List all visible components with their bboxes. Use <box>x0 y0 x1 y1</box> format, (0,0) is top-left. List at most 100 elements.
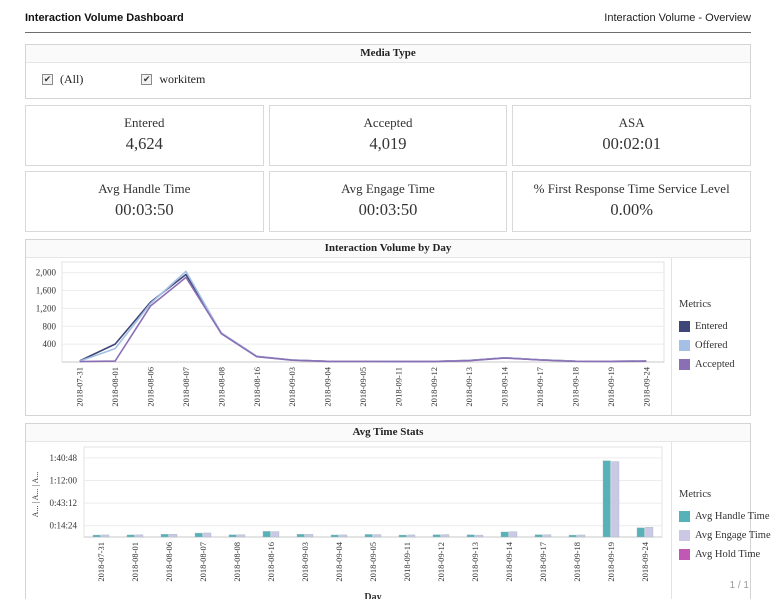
line-chart-plot[interactable]: 400 800 1,200 1,600 2,000 2018-07-31 2018-08-0… <box>26 258 671 415</box>
legend-label: Avg Hold Time <box>695 549 761 560</box>
bar-group-2018-08-06[interactable] <box>160 533 178 538</box>
bar-group-2018-09-19[interactable] <box>602 460 620 538</box>
bar-avg-engage-time-2018-08-07[interactable] <box>203 532 212 538</box>
page-title: Interaction Volume Dashboard <box>25 12 184 24</box>
bar-avg-handle-time-2018-09-03[interactable] <box>296 534 305 538</box>
legend-item-offered[interactable]: Offered <box>679 340 746 351</box>
bar-avg-engage-time-2018-09-24[interactable] <box>645 527 654 538</box>
bar-avg-engage-time-2018-09-13[interactable] <box>475 534 484 538</box>
x-tick-label: 2018-09-17 <box>535 367 545 407</box>
x-tick-label: 2018-09-12 <box>436 542 446 582</box>
bar-avg-engage-time-2018-09-18[interactable] <box>577 534 586 538</box>
bar-avg-engage-time-2018-08-08[interactable] <box>237 534 246 538</box>
bar-group-2018-08-08[interactable] <box>228 534 246 538</box>
bar-avg-engage-time-2018-09-03[interactable] <box>305 534 314 538</box>
bar-avg-handle-time-2018-09-05[interactable] <box>364 534 373 538</box>
bar-avg-engage-time-2018-09-04[interactable] <box>339 534 348 538</box>
bar-avg-handle-time-2018-09-11[interactable] <box>398 534 407 538</box>
bar-avg-handle-time-2018-09-17[interactable] <box>534 534 543 538</box>
legend-item-avg-hold-time[interactable]: Avg Hold Time <box>679 549 760 560</box>
bar-group-2018-09-12[interactable] <box>432 534 450 538</box>
bar-avg-handle-time-2018-08-08[interactable] <box>228 534 237 538</box>
bar-avg-handle-time-2018-08-16[interactable] <box>262 531 271 538</box>
bar-avg-handle-time-2018-09-04[interactable] <box>330 534 339 538</box>
x-tick-label: 2018-07-31 <box>96 542 106 582</box>
bar-group-2018-08-07[interactable] <box>194 532 212 538</box>
line-chart-svg[interactable]: 400 800 1,200 1,600 2,000 2018-07-31 2018-08-0… <box>26 258 671 410</box>
bar-group-2018-09-17[interactable] <box>534 534 552 538</box>
kpi-label: Entered <box>124 115 165 130</box>
legend-swatch-entered <box>679 321 690 332</box>
bar-avg-engage-time-2018-09-12[interactable] <box>441 534 450 538</box>
legend-item-accepted[interactable]: Accepted <box>679 359 746 370</box>
kpi-value: 00:02:01 <box>602 134 661 153</box>
bar-avg-engage-time-2018-09-14[interactable] <box>509 531 518 538</box>
plot-area <box>61 261 665 363</box>
bar-group-2018-09-11[interactable] <box>398 534 416 538</box>
x-tick-label: 2018-08-08 <box>216 367 226 407</box>
legend-swatch-avg-engage-time <box>679 530 690 541</box>
bar-avg-engage-time-2018-08-01[interactable] <box>135 534 144 538</box>
bar-chart-svg[interactable]: 0:14:24 0:43:12 1:12:00 1:40:48 A... | A... … <box>26 442 671 599</box>
bar-group-2018-08-01[interactable] <box>126 534 144 538</box>
checkbox-all[interactable]: ✔ <box>42 74 53 85</box>
y-tick-label: 2,000 <box>36 268 57 278</box>
bar-avg-engage-time-2018-09-05[interactable] <box>373 534 382 538</box>
x-tick-label: 2018-08-16 <box>266 542 276 582</box>
bar-group-2018-09-05[interactable] <box>364 534 382 538</box>
legend-swatch-offered <box>679 340 690 351</box>
bar-avg-handle-time-2018-09-14[interactable] <box>500 531 509 538</box>
line-series-accepted[interactable] <box>79 276 647 363</box>
bar-y-axis-label: A... | A... | A... <box>31 472 40 518</box>
legend-item-avg-engage-time[interactable]: Avg Engage Time <box>679 530 771 541</box>
bar-group-2018-09-03[interactable] <box>296 534 314 538</box>
bar-avg-handle-time-2018-09-24[interactable] <box>636 527 645 538</box>
y-tick-label: 1,200 <box>36 303 57 313</box>
bar-avg-handle-time-2018-08-01[interactable] <box>126 534 135 538</box>
y-tick-label: 800 <box>43 321 57 331</box>
x-tick-label: 2018-08-07 <box>181 367 191 407</box>
kpi-card-first-response-time-service-level: % First Response Time Service Level 0.00% <box>512 171 751 232</box>
kpi-label: Avg Engage Time <box>341 181 435 196</box>
legend-title: Metrics <box>679 489 712 500</box>
bar-chart-plot[interactable]: 0:14:24 0:43:12 1:12:00 1:40:48 A... | A... … <box>26 442 671 599</box>
bar-group-2018-08-16[interactable] <box>262 531 280 538</box>
bar-avg-handle-time-2018-08-06[interactable] <box>160 534 169 538</box>
bar-group-2018-07-31[interactable] <box>92 534 110 538</box>
bar-avg-engage-time-2018-09-17[interactable] <box>543 534 552 538</box>
legend-item-entered[interactable]: Entered <box>679 321 746 332</box>
bar-avg-engage-time-2018-08-16[interactable] <box>271 531 280 538</box>
x-tick-label: 2018-09-05 <box>358 367 368 407</box>
bar-avg-engage-time-2018-08-06[interactable] <box>169 533 178 538</box>
legend-title: Metrics <box>679 299 712 310</box>
checkbox-label: workitem <box>159 72 206 86</box>
checkbox-workitem[interactable]: ✔ <box>141 74 153 85</box>
x-tick-label: 2018-09-24 <box>640 541 650 581</box>
bar-group-2018-09-14[interactable] <box>500 531 518 538</box>
bar-avg-handle-time-2018-08-07[interactable] <box>194 532 203 538</box>
x-tick-label: 2018-09-13 <box>464 367 474 407</box>
x-tick-label: 2018-09-03 <box>300 542 310 582</box>
bar-avg-engage-time-2018-07-31[interactable] <box>101 534 110 538</box>
legend-item-avg-handle-time[interactable]: Avg Handle Time <box>679 511 769 522</box>
bar-group-2018-09-24[interactable] <box>636 527 654 538</box>
bar-avg-handle-time-2018-09-13[interactable] <box>466 534 475 538</box>
bar-avg-handle-time-2018-07-31[interactable] <box>92 534 101 538</box>
media-option-workitem: ✔ workitem <box>141 72 205 87</box>
bar-group-2018-09-04[interactable] <box>330 534 348 538</box>
bar-avg-engage-time-2018-09-19[interactable] <box>611 461 620 538</box>
bar-group-2018-09-18[interactable] <box>568 534 586 538</box>
media-option-all: ✔ (All) <box>42 72 83 87</box>
bar-group-2018-09-13[interactable] <box>466 534 484 538</box>
y-tick-label: 0:43:12 <box>49 498 77 508</box>
bar-avg-handle-time-2018-09-18[interactable] <box>568 534 577 538</box>
kpi-grid: Entered 4,624 Accepted 4,019 ASA 00:02:01 Avg … <box>25 105 751 232</box>
y-tick-label: 1,600 <box>36 286 57 296</box>
x-tick-label: 2018-09-14 <box>504 541 514 581</box>
x-tick-label: 2018-09-04 <box>323 366 333 406</box>
kpi-value: 4,624 <box>125 134 163 153</box>
bar-avg-handle-time-2018-09-12[interactable] <box>432 534 441 538</box>
bar-avg-handle-time-2018-09-19[interactable] <box>602 460 611 538</box>
kpi-value: 00:03:50 <box>358 200 418 219</box>
bar-avg-engage-time-2018-09-11[interactable] <box>407 534 416 538</box>
